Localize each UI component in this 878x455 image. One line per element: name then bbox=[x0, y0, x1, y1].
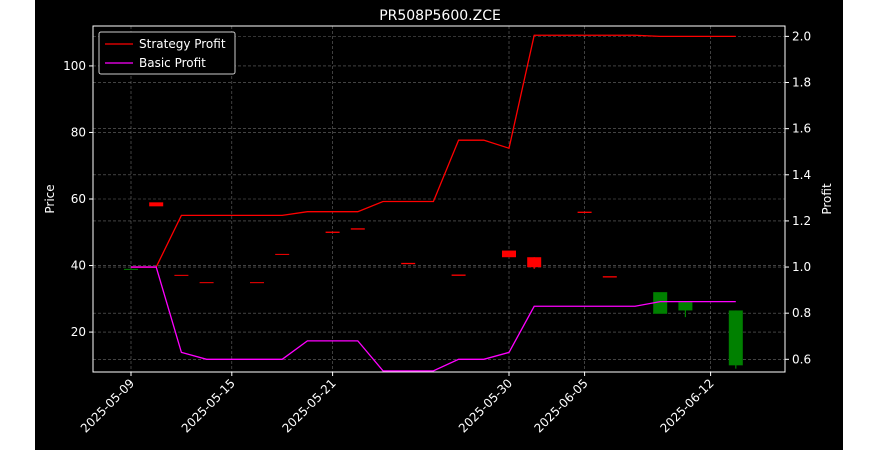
candle bbox=[250, 282, 264, 284]
candle bbox=[653, 292, 668, 314]
y-axis-left: 20 40 60 80 100 bbox=[63, 59, 93, 339]
x-tick-label: 2025-05-21 bbox=[280, 376, 339, 435]
y-tick-label: 60 bbox=[71, 192, 86, 206]
x-tick-label: 2025-05-15 bbox=[179, 376, 238, 435]
chart-title: PR508P5600.ZCE bbox=[379, 8, 501, 24]
y2-tick-label: 1.8 bbox=[792, 76, 811, 90]
candle bbox=[602, 276, 617, 278]
x-tick-label: 2025-05-30 bbox=[456, 376, 515, 435]
y-axis-right: 0.6 0.8 1.0 1.2 1.4 1.6 1.8 2.0 bbox=[785, 29, 811, 366]
candles bbox=[124, 202, 743, 369]
grid bbox=[93, 26, 785, 372]
legend-label-basic: Basic Profit bbox=[139, 56, 206, 70]
legend: Strategy Profit Basic Profit bbox=[98, 31, 236, 75]
x-tick-label: 2025-06-05 bbox=[532, 376, 591, 435]
y-tick-label: 40 bbox=[71, 259, 86, 273]
candle bbox=[577, 211, 592, 213]
basic-profit-line bbox=[131, 266, 736, 372]
y2-tick-label: 1.6 bbox=[792, 122, 811, 136]
y-axis-label-left: Price bbox=[43, 184, 57, 213]
y2-tick-label: 1.2 bbox=[792, 214, 811, 228]
candle bbox=[451, 274, 466, 276]
candle bbox=[678, 302, 693, 311]
y-tick-label: 100 bbox=[63, 59, 86, 73]
x-tick-label: 2025-06-12 bbox=[658, 376, 717, 435]
y-tick-label: 20 bbox=[71, 325, 86, 339]
candle bbox=[401, 262, 416, 265]
candle bbox=[350, 228, 365, 230]
legend-label-strategy: Strategy Profit bbox=[139, 37, 226, 51]
candle bbox=[325, 231, 340, 233]
candle bbox=[527, 257, 542, 268]
y-tick-label: 80 bbox=[71, 125, 86, 139]
y2-tick-label: 1.0 bbox=[792, 260, 811, 274]
x-axis: 2025-05-09 2025-05-15 2025-05-21 2025-05-30… bbox=[78, 372, 717, 435]
strategy-profit-line bbox=[131, 34, 736, 268]
candle bbox=[124, 268, 138, 270]
y2-tick-label: 0.6 bbox=[792, 352, 811, 366]
candle bbox=[149, 202, 164, 207]
candle bbox=[199, 282, 214, 284]
candle bbox=[502, 250, 516, 258]
y2-tick-label: 0.8 bbox=[792, 306, 811, 320]
chart-figure: PR508P5600.ZCE 2025-05-09 2025-05-15 2025-… bbox=[35, 0, 843, 450]
y2-tick-label: 2.0 bbox=[792, 29, 811, 43]
y2-tick-label: 1.4 bbox=[792, 168, 811, 182]
candle bbox=[275, 253, 290, 255]
candle bbox=[728, 310, 743, 366]
x-tick-label: 2025-05-09 bbox=[78, 376, 137, 435]
profit-lines bbox=[131, 34, 736, 372]
candlestick-profit-chart: PR508P5600.ZCE 2025-05-09 2025-05-15 2025-… bbox=[43, 8, 834, 435]
y-axis-label-right: Profit bbox=[820, 183, 834, 215]
candle bbox=[174, 274, 189, 276]
